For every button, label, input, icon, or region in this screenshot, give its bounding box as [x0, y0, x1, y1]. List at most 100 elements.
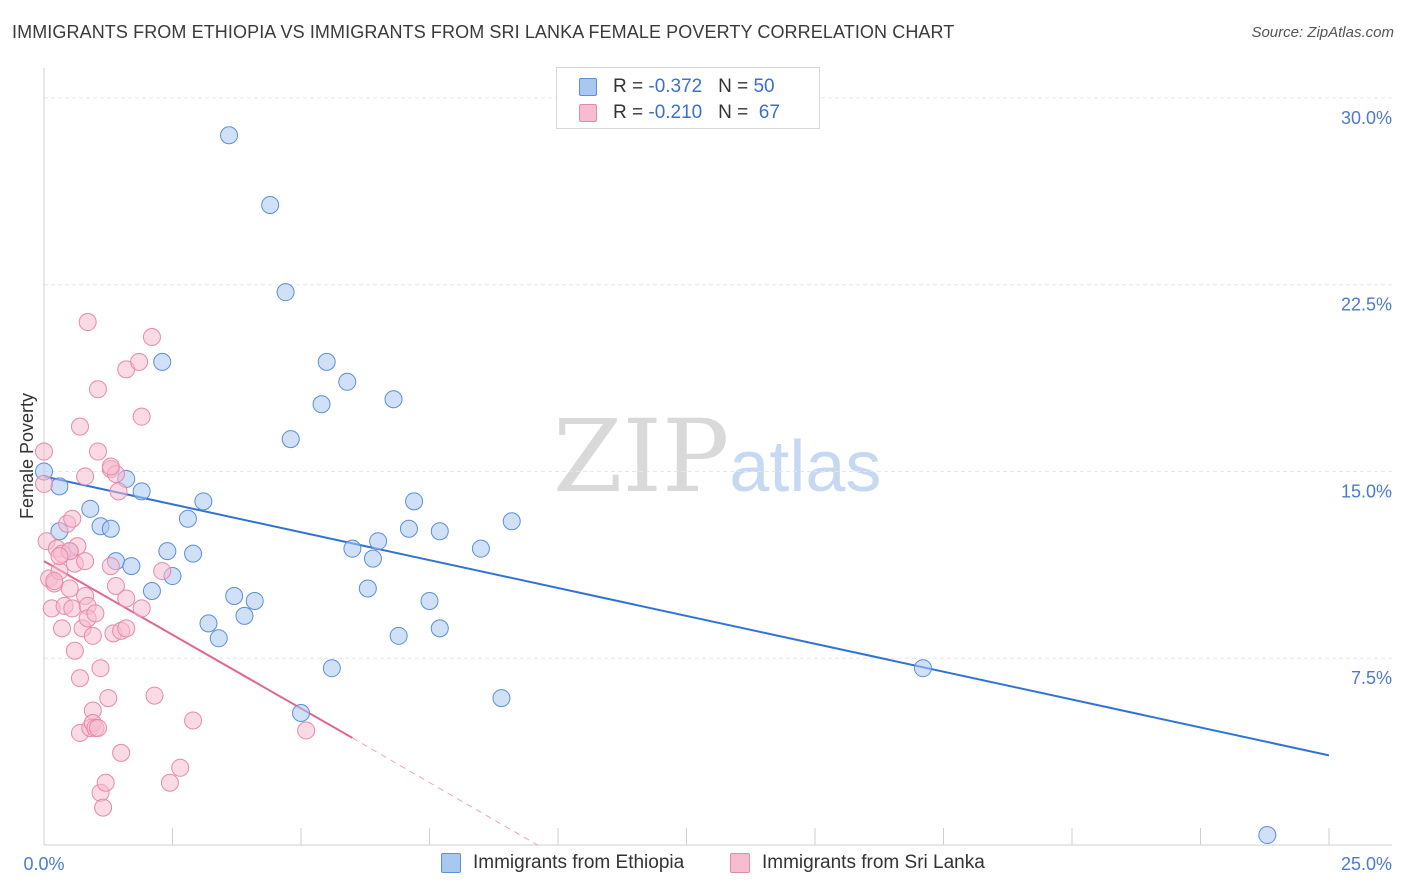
ethiopia-point: [281, 430, 300, 449]
legend-text-ethiopia: R = -0.372 N = 50: [613, 76, 775, 98]
legend-r-value: -0.210: [648, 102, 703, 123]
ethiopia-point: [153, 352, 172, 371]
watermark: ZIPatlas: [553, 398, 881, 515]
srilanka-point: [132, 599, 151, 618]
srilanka-point: [145, 686, 164, 705]
ethiopia-point: [178, 509, 197, 528]
ethiopia-point: [312, 395, 331, 414]
chart-title: IMMIGRANTS FROM ETHIOPIA VS IMMIGRANTS F…: [12, 22, 955, 42]
legend-n-label: N =: [718, 102, 754, 123]
chart-source: Source: ZipAtlas.com: [1251, 24, 1394, 41]
srilanka-point: [171, 758, 190, 777]
ethiopia-point: [225, 586, 244, 605]
ethiopia-point: [384, 390, 403, 409]
legend-r-label: R =: [613, 76, 649, 97]
data-points: [35, 126, 1277, 845]
srilanka-trend-extension: [352, 737, 538, 846]
srilanka-point: [88, 380, 107, 399]
ethiopia-point: [101, 519, 120, 538]
ethiopia-point: [276, 283, 295, 302]
ethiopia-point: [317, 352, 336, 371]
ethiopia-point: [492, 689, 511, 708]
ethiopia-point: [343, 539, 362, 558]
srilanka-point: [63, 509, 82, 528]
srilanka-point: [70, 417, 89, 436]
ethiopia-point: [420, 591, 439, 610]
legend-r-value: -0.372: [648, 76, 703, 97]
srilanka-point: [101, 457, 120, 476]
srilanka-point: [130, 352, 149, 371]
srilanka-point: [91, 659, 110, 678]
watermark-zip: ZIP: [553, 398, 730, 515]
ethiopia-point: [358, 579, 377, 598]
ethiopia-point: [122, 557, 141, 576]
legend-n-label: N =: [718, 76, 754, 97]
y-tick-label: 7.5%: [1351, 668, 1392, 688]
srilanka-point: [101, 557, 120, 576]
ethiopia-point: [81, 499, 100, 518]
srilanka-point: [117, 589, 136, 608]
ethiopia-point: [235, 606, 254, 625]
ethiopia-point: [142, 581, 161, 600]
legend-n-value: 50: [753, 76, 775, 97]
srilanka-point: [60, 579, 79, 598]
srilanka-point: [88, 442, 107, 461]
srilanka-point: [94, 798, 113, 817]
srilanka-point: [50, 547, 69, 566]
grid-lines: [44, 97, 1392, 659]
srilanka-point: [83, 626, 102, 645]
srilanka-point: [52, 619, 71, 638]
bottom-legend-swatch-srilanka: [730, 853, 750, 873]
ethiopia-point: [430, 522, 449, 541]
srilanka-point: [184, 711, 203, 730]
srilanka-point: [65, 641, 84, 660]
srilanka-point: [76, 467, 95, 486]
srilanka-point: [88, 718, 107, 737]
ethiopia-point: [1258, 826, 1277, 845]
ethiopia-point: [363, 549, 382, 568]
legend-text-srilanka: R = -0.210 N = 67: [613, 102, 780, 124]
ethiopia-point: [471, 539, 490, 558]
srilanka-point: [132, 407, 151, 426]
ethiopia-point: [261, 196, 280, 215]
srilanka-point: [45, 572, 64, 591]
srilanka-point: [86, 604, 105, 623]
ethiopia-point: [369, 532, 388, 551]
correlation-legend: R = -0.372 N = 50 R = -0.210 N = 67: [556, 67, 820, 129]
srilanka-point: [106, 577, 125, 596]
axes: [43, 68, 1392, 846]
watermark-atlas: atlas: [729, 427, 882, 507]
srilanka-point: [96, 773, 115, 792]
tick-labels: 7.5% 15.0% 22.5% 30.0% 0.0% 25.0% Female Pover…: [17, 108, 1392, 874]
srilanka-point: [76, 552, 95, 571]
bottom-legend-label-srilanka: Immigrants from Sri Lanka: [762, 852, 985, 873]
srilanka-point: [70, 669, 89, 688]
srilanka-point: [117, 619, 136, 638]
ethiopia-point: [132, 482, 151, 501]
ethiopia-point: [430, 619, 449, 638]
ethiopia-point: [502, 512, 521, 531]
legend-r-label: R =: [613, 102, 649, 123]
bottom-legend-label-ethiopia: Immigrants from Ethiopia: [473, 852, 685, 873]
ethiopia-trend-line: [43, 475, 1330, 757]
srilanka-point: [99, 689, 118, 708]
ethiopia-point: [399, 519, 418, 538]
ethiopia-point: [913, 659, 932, 678]
bottom-legend-swatch-ethiopia: [441, 853, 461, 873]
ethiopia-point: [292, 704, 310, 723]
ethiopia-point: [199, 614, 218, 633]
srilanka-point: [297, 721, 316, 740]
srilanka-point: [78, 313, 97, 332]
y-axis-label: Female Poverty: [17, 393, 37, 519]
srilanka-point: [109, 482, 128, 501]
trend-lines: [43, 475, 1330, 846]
ethiopia-point: [245, 591, 264, 610]
srilanka-point: [142, 327, 161, 346]
srilanka-point: [63, 599, 82, 618]
y-tick-label: 22.5%: [1341, 295, 1392, 315]
legend-n-value: 67: [758, 102, 780, 123]
srilanka-point: [35, 442, 53, 461]
legend-swatch-ethiopia: [579, 78, 597, 96]
ethiopia-point: [158, 542, 177, 561]
